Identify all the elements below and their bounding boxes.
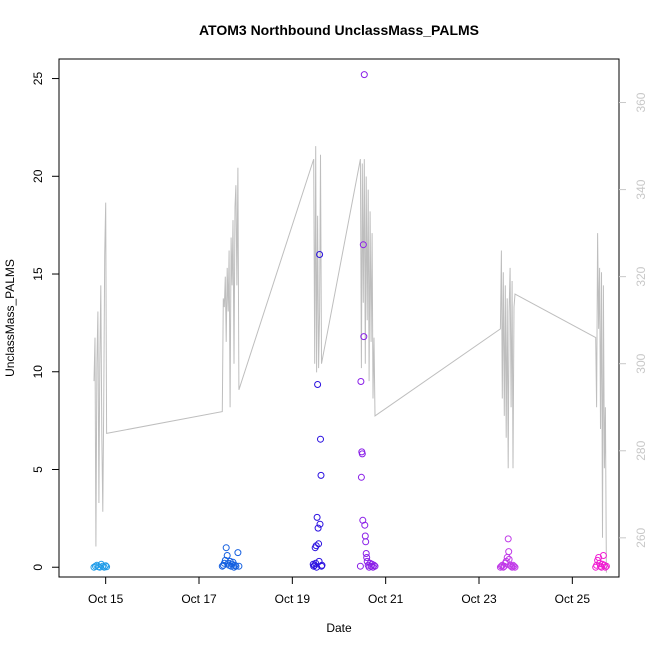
scatter-point [504,535,512,543]
scatter-point [309,560,317,568]
scatter-point [371,562,379,570]
scatter-point [496,563,504,571]
scatter-point [360,71,368,79]
y-tick-label: 5 [31,466,45,473]
scatter-point [235,562,243,570]
x-axis-label: Date [326,621,352,635]
scatter-point [232,562,240,570]
scatter-point [361,532,369,540]
scatter-point [316,520,324,528]
y2-tick-label: 260 [634,527,648,547]
y-axis-label: UnclassMass_PALMS [3,259,17,377]
scatter-point [315,540,323,548]
scatter-point [362,550,370,557]
x-tick-label: Oct 23 [461,592,497,606]
scatter-point [505,548,513,556]
scatter-point [362,538,370,546]
y-tick-label: 25 [31,72,45,86]
scatter-point [601,563,609,571]
x-tick-label: Oct 15 [88,592,124,606]
y2-tick-label: 360 [634,92,648,112]
scatter-point [499,563,507,571]
plot-frame [58,58,620,578]
y2-tick-label: 320 [634,266,648,286]
y2-tick-label: 300 [634,353,648,373]
scatter-point [100,563,108,571]
x-tick-label: Oct 19 [275,592,311,606]
x-tick-label: Oct 21 [368,592,404,606]
y-tick-label: 15 [31,267,45,281]
scatter-point [314,381,322,388]
scatter-point [223,552,231,559]
scatter-point [599,552,607,559]
scatter-point [358,450,366,458]
scatter-point [99,562,107,570]
scatter-point [102,562,110,570]
scatter-point [234,549,242,557]
scatter-point [509,561,517,569]
x-tick-label: Oct 17 [181,592,217,606]
scatter-point [222,544,230,552]
scatter-point [103,563,111,571]
chart-title: ATOM3 Northbound UnclassMass_PALMS [199,22,479,38]
scatter-point [363,554,371,561]
scatter-point [602,562,610,570]
scatter-point [318,561,326,569]
scatter-point [317,435,324,443]
scatter-point [511,563,519,571]
scatter-point [357,378,365,385]
scatter-point [357,473,365,481]
scatter-point [311,544,319,552]
y-tick-label: 20 [31,169,45,183]
scatter-point [359,241,367,249]
y2-tick-label: 280 [634,440,648,460]
plot-area [90,71,610,573]
scatter-point [317,471,325,479]
axes: Oct 15 Oct 17 Oct 19 Oct 21 Oct 23 Oct 25 0 5 10… [31,72,648,606]
scatter-point [313,513,321,521]
right-axis-series-line [93,146,607,573]
scatter-point [370,561,378,569]
scatter-point [356,562,364,570]
y2-tick-label: 340 [634,179,648,199]
scatter-point [314,524,322,532]
y-tick-label: 0 [31,564,45,571]
x-tick-label: Oct 25 [555,592,591,606]
scatter-point [361,521,369,529]
scatter-point [510,562,518,570]
scatter-point [316,251,324,258]
scatter-point [360,333,368,341]
y-tick-label: 10 [31,365,45,379]
scatter-point [231,561,239,569]
